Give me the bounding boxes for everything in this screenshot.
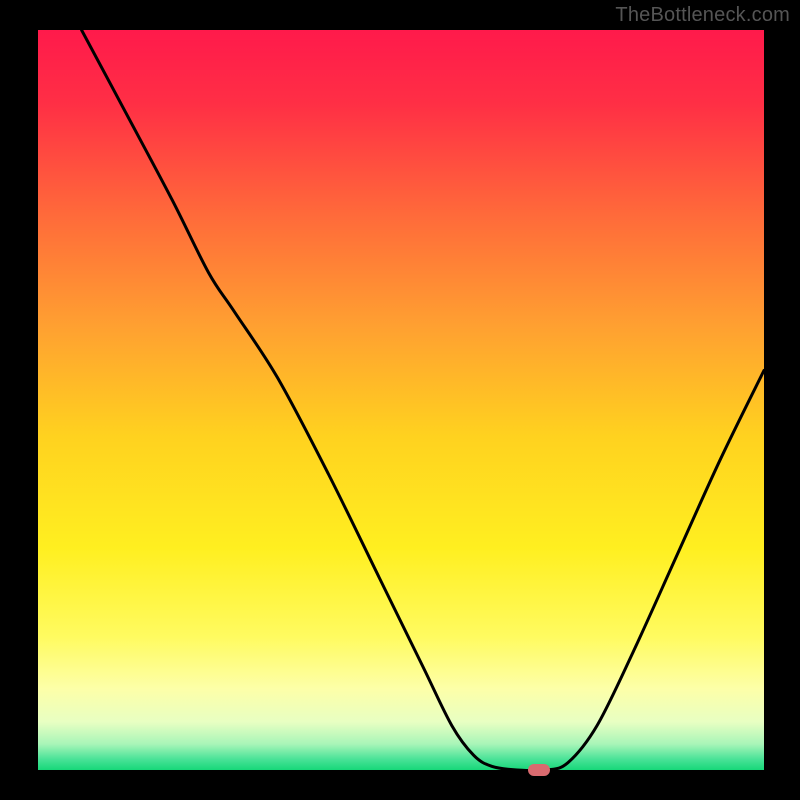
chart-stage: TheBottleneck.com: [0, 0, 800, 800]
background-rect: [38, 30, 764, 770]
plot-area: [38, 30, 764, 770]
optimum-marker: [528, 764, 550, 776]
plot-svg: [38, 30, 764, 770]
watermark-text: TheBottleneck.com: [615, 4, 790, 27]
